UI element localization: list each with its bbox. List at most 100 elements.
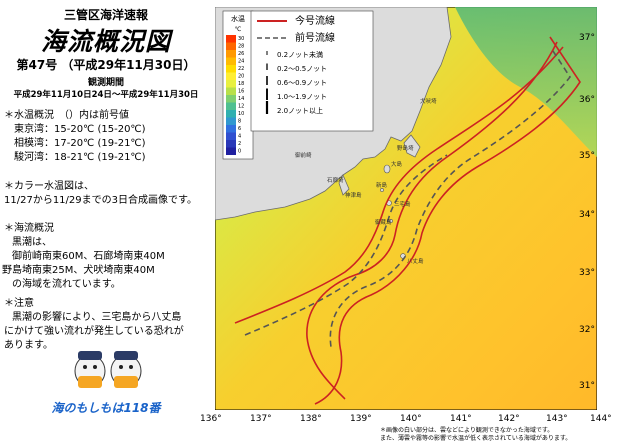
current-lines — [234, 36, 581, 405]
water-temp-row: 駿河湾：18-21℃ (19-21℃) — [14, 152, 146, 163]
colorbar-tick-label: 24 — [238, 59, 244, 65]
colorbar-tick-label: 4 — [238, 134, 241, 140]
emergency-slogan: 海のもしもは118番 — [51, 401, 161, 415]
colorbar-tick-label: 18 — [238, 81, 244, 87]
period-label: 観測期間 — [87, 78, 124, 88]
colorbar-tick-label: 0 — [238, 149, 241, 155]
lat-label: 33° — [579, 268, 595, 278]
info-panel: 三管区海洋速報 海流概況図 第47号 （平成29年11月30日） 観測期間 平成… — [0, 0, 212, 445]
speed-label: 0.2ノット未満 — [277, 50, 323, 59]
footnote: また、薄雲や霧等の影響で水温が低く表示されている海域があります。 — [380, 435, 572, 442]
colorbar-tick-label: 28 — [238, 44, 244, 50]
colorbar-swatch — [226, 65, 236, 73]
observation-period: 平成29年11月10日24日〜平成29年11月30日 — [13, 90, 199, 100]
lon-label: 144° — [590, 414, 612, 424]
colorbar-swatch — [226, 147, 236, 155]
colorbar-swatch — [226, 110, 236, 118]
colorbar-swatch — [226, 57, 236, 65]
current-line-south — [234, 46, 564, 324]
mascot-right — [110, 351, 142, 388]
current-line-axis — [306, 41, 558, 400]
lat-label: 37° — [579, 33, 595, 43]
footnote: ＊画像の白い部分は、雲などにより観測できなかった海域です。 — [380, 427, 554, 434]
oshima-island — [383, 164, 391, 174]
lat-label: 34° — [579, 210, 595, 220]
colorbar-swatch — [226, 95, 236, 103]
place-label: 神津島 — [345, 191, 362, 199]
currents-line: 御前崎南東60M、石廊埼南東40M — [12, 251, 165, 262]
legend-box — [250, 10, 374, 132]
place-label: 八丈島 — [407, 257, 424, 265]
current-map: 水温 ℃ 30 28 26 24 22 20 18 16 14 12 10 8 6 4 2 0 今号流線 前号… — [214, 6, 598, 411]
mascot-illustration — [74, 351, 142, 388]
lon-label: 139° — [350, 414, 372, 424]
currents-line: 黒潮は、 — [12, 237, 52, 248]
colorbar-swatch — [226, 125, 236, 133]
boso-peninsula — [403, 134, 421, 158]
lon-label: 136° — [200, 414, 222, 424]
colorbar-tick-label: 12 — [238, 104, 244, 110]
niijima-island — [380, 188, 384, 192]
lon-label: 143° — [546, 414, 568, 424]
colorbar-tick-label: 14 — [238, 96, 244, 102]
colorbar-swatch — [226, 35, 236, 43]
place-label: 犬吠埼 — [420, 97, 437, 105]
colorbar-tick-label: 10 — [238, 111, 244, 117]
place-label: 石廊埼 — [327, 176, 344, 184]
place-label: 新島 — [376, 181, 388, 189]
place-labels: 大島 新島 三宅島 御蔵島 八丈島 神津島 犬吠埼 野島埼 石廊埼 御前崎 — [295, 97, 437, 265]
speed-label: 1.0〜1.9ノット — [277, 93, 327, 101]
legend-current-label: 今号流線 — [295, 14, 335, 27]
place-label: 大島 — [391, 160, 403, 168]
speed-label: 2.0ノット以上 — [277, 106, 323, 115]
legend-previous-label: 前号流線 — [295, 31, 335, 44]
colorbar-tick-label: 30 — [238, 36, 244, 42]
currents-line: 野島埼南東25M、犬吠埼南東40M — [2, 265, 155, 276]
lat-labels: 37° 36° 35° 34° 33° 32° 31° — [579, 33, 595, 391]
colorbar-tick-label: 20 — [238, 74, 244, 80]
izu-peninsula — [338, 174, 350, 196]
caution-line: あります。 — [4, 340, 53, 351]
colorbar-swatch — [226, 140, 236, 148]
map-title: 海流概況図 — [40, 27, 171, 56]
colorbar-swatch — [226, 50, 236, 58]
colorbar-tick-label: 6 — [238, 126, 241, 132]
lon-label: 138° — [300, 414, 322, 424]
color-map-note: 11/27から11/29までの3日合成画像です。 — [4, 195, 197, 206]
colorbar-swatch — [226, 72, 236, 80]
lat-label: 31° — [579, 381, 595, 391]
lon-label: 137° — [250, 414, 272, 424]
currents-heading: ＊海流概況 — [4, 223, 54, 234]
place-label: 御前崎 — [295, 151, 312, 159]
speed-label: 0.6〜0.9ノット — [277, 79, 327, 87]
previous-line-2 — [244, 154, 448, 336]
colorbar-tick-label: 8 — [238, 119, 241, 125]
place-label: 御蔵島 — [375, 218, 392, 226]
cold-water-area — [455, 7, 597, 157]
colorbar-swatch — [226, 87, 236, 95]
issue-number: 第47号 （平成29年11月30日） — [16, 58, 196, 72]
colorbar-label: 水温 — [231, 14, 245, 23]
lat-label: 35° — [579, 151, 595, 161]
current-line-north — [314, 36, 581, 405]
colorbar-tick-label: 16 — [238, 89, 244, 95]
caution-heading: ＊注意 — [4, 298, 34, 309]
mikurajima-island — [389, 219, 393, 223]
colorbar-swatch — [226, 42, 236, 50]
colorbar-swatch — [226, 117, 236, 125]
currents-line: の海域を流れています。 — [12, 279, 121, 290]
caution-line: 黒潮の影響により、三宅島から八丈島 — [12, 312, 182, 323]
colorbar-tick-label: 26 — [238, 51, 244, 57]
colorbar-tick-label: 2 — [238, 141, 241, 147]
colorbar-tick-label: 22 — [238, 66, 244, 72]
lat-label: 32° — [579, 325, 595, 335]
lon-axis: 136° 137° 138° 139° 140° 141° 142° 143° … — [200, 414, 612, 426]
colorbar-swatch — [226, 80, 236, 88]
place-label: 三宅島 — [394, 200, 411, 208]
colorbar-swatch — [226, 102, 236, 110]
colorbar-swatch — [226, 132, 236, 140]
colorbar-unit: ℃ — [235, 26, 242, 33]
speed-label: 0.2〜0.5ノット — [277, 65, 327, 73]
